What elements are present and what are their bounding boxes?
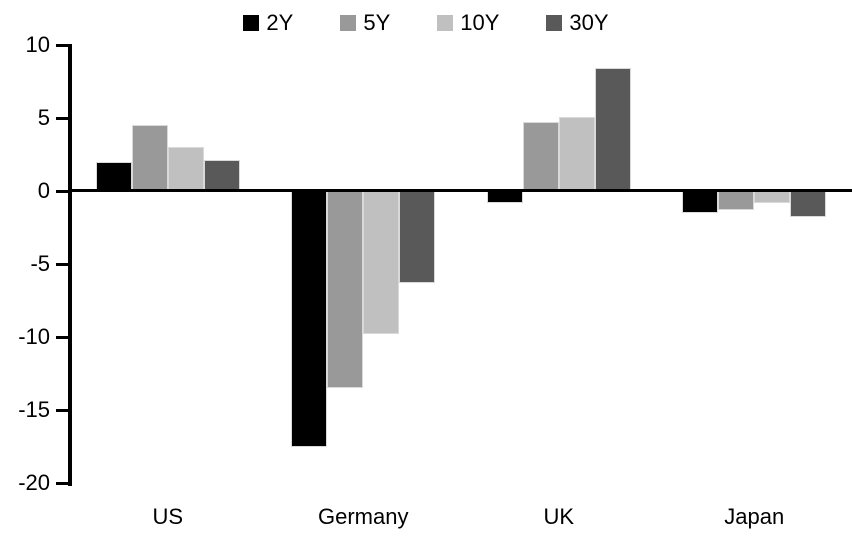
y-tick-5 bbox=[56, 117, 68, 120]
x-label-uk: UK bbox=[543, 504, 575, 529]
legend-label-10y: 10Y bbox=[460, 10, 500, 35]
legend-swatch-2y bbox=[243, 15, 260, 31]
y-tick-label--10: -10 bbox=[18, 324, 50, 349]
legend-label-2y: 2Y bbox=[266, 10, 294, 35]
legend-swatch-30y bbox=[546, 15, 563, 31]
y-axis-line bbox=[68, 44, 72, 486]
y-tick-label--20: -20 bbox=[18, 470, 50, 495]
zero-baseline bbox=[68, 189, 852, 192]
bar-us-2y bbox=[95, 161, 132, 191]
legend-label-5y: 5Y bbox=[363, 10, 391, 35]
x-label-us: US bbox=[152, 504, 184, 529]
bar-germany-5y bbox=[327, 191, 364, 389]
y-tick--10 bbox=[56, 336, 68, 339]
legend-swatch-5y bbox=[340, 15, 357, 31]
bar-uk-2y bbox=[486, 191, 523, 203]
legend-item-10y: 10Y bbox=[437, 12, 499, 34]
bar-uk-5y bbox=[522, 122, 559, 191]
y-tick-label-10: 10 bbox=[25, 32, 50, 57]
bar-germany-2y bbox=[291, 191, 328, 447]
y-tick--15 bbox=[56, 409, 68, 412]
bar-japan-2y bbox=[682, 191, 719, 213]
y-tick-label-0: 0 bbox=[37, 178, 50, 203]
legend: 2Y 5Y 10Y 30Y bbox=[0, 8, 852, 38]
x-label-germany: Germany bbox=[318, 504, 409, 529]
y-tick-10 bbox=[56, 44, 68, 47]
legend-item-2y: 2Y bbox=[243, 12, 293, 34]
bar-japan-10y bbox=[754, 191, 791, 203]
y-tick-label--15: -15 bbox=[18, 397, 50, 422]
legend-label-30y: 30Y bbox=[569, 10, 609, 35]
y-tick--20 bbox=[56, 482, 68, 485]
y-tick-0 bbox=[56, 190, 68, 193]
bar-uk-10y bbox=[558, 116, 595, 191]
bar-germany-10y bbox=[363, 191, 400, 335]
y-tick-label--5: -5 bbox=[30, 251, 50, 276]
bar-uk-30y bbox=[594, 68, 631, 191]
legend-item-30y: 30Y bbox=[546, 10, 609, 35]
y-tick--5 bbox=[56, 263, 68, 266]
y-tick-label-5: 5 bbox=[37, 105, 50, 130]
legend-item-5y: 5Y bbox=[340, 12, 390, 34]
bar-japan-5y bbox=[718, 191, 755, 210]
bar-us-30y bbox=[203, 160, 240, 191]
bar-germany-30y bbox=[399, 191, 436, 283]
bar-us-5y bbox=[131, 125, 168, 191]
bar-us-10y bbox=[167, 147, 204, 191]
x-label-japan: Japan bbox=[724, 504, 785, 529]
bar-japan-30y bbox=[790, 191, 827, 218]
legend-swatch-10y bbox=[437, 15, 454, 31]
